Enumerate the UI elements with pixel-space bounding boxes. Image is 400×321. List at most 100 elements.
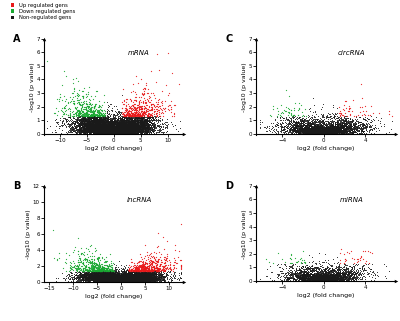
Point	[122, 276, 129, 282]
Point	[76, 118, 83, 123]
Point	[134, 271, 140, 276]
Point	[126, 277, 132, 282]
Point	[86, 118, 92, 124]
Point	[322, 130, 328, 135]
Point	[151, 128, 157, 133]
Point	[86, 117, 92, 122]
Point	[85, 125, 92, 130]
Point	[102, 121, 108, 126]
Point	[94, 122, 100, 127]
Point	[114, 276, 120, 282]
Point	[105, 121, 111, 126]
Point	[322, 278, 328, 283]
Point	[161, 279, 167, 284]
Point	[119, 276, 126, 282]
Point	[112, 278, 119, 283]
Point	[312, 264, 319, 269]
Point	[128, 278, 135, 283]
Point	[125, 278, 131, 283]
Point	[79, 125, 86, 130]
Point	[293, 122, 299, 127]
Point	[130, 275, 137, 280]
Point	[118, 130, 124, 135]
Point	[121, 130, 128, 135]
Point	[86, 128, 92, 133]
Point	[128, 116, 134, 121]
Point	[101, 128, 108, 134]
Point	[340, 128, 346, 134]
Point	[112, 278, 119, 283]
Point	[92, 124, 98, 129]
Point	[121, 129, 127, 134]
Point	[316, 123, 322, 128]
Point	[334, 130, 341, 135]
Point	[148, 119, 154, 124]
Point	[322, 130, 328, 135]
Point	[95, 126, 102, 131]
Point	[81, 274, 88, 279]
Point	[308, 268, 315, 273]
Point	[83, 275, 90, 281]
Point	[127, 278, 133, 283]
Point	[112, 277, 118, 282]
Point	[304, 126, 310, 131]
Point	[152, 275, 159, 281]
Point	[113, 120, 120, 125]
Point	[129, 276, 136, 281]
Point	[106, 272, 112, 277]
Point	[114, 129, 120, 134]
Point	[114, 128, 120, 133]
Point	[119, 126, 126, 132]
Point	[73, 117, 79, 123]
Point	[104, 273, 111, 278]
Point	[99, 125, 106, 130]
Point	[341, 260, 347, 265]
Point	[116, 130, 123, 135]
Point	[91, 117, 98, 122]
Point	[115, 275, 122, 281]
Point	[121, 124, 128, 129]
Point	[334, 121, 340, 126]
Point	[109, 131, 115, 136]
Point	[117, 277, 124, 282]
Point	[117, 277, 123, 282]
Point	[92, 126, 98, 131]
Point	[354, 123, 361, 128]
Point	[312, 266, 318, 271]
Point	[112, 273, 118, 278]
Point	[131, 276, 137, 281]
Point	[123, 118, 130, 124]
Point	[112, 277, 119, 282]
Point	[108, 277, 115, 282]
Point	[133, 114, 139, 119]
Point	[295, 268, 302, 273]
Point	[117, 129, 124, 134]
Point	[324, 276, 331, 281]
Point	[317, 129, 324, 134]
Point	[108, 277, 115, 282]
Point	[107, 129, 114, 134]
Point	[348, 125, 354, 130]
Point	[121, 129, 127, 134]
Point	[161, 256, 167, 261]
Point	[120, 278, 126, 283]
Point	[72, 244, 78, 249]
Point	[322, 276, 328, 281]
Point	[127, 274, 134, 280]
Point	[110, 278, 117, 283]
Point	[93, 124, 99, 129]
Point	[143, 271, 149, 276]
Point	[132, 274, 138, 280]
Point	[123, 278, 129, 283]
Point	[103, 129, 110, 134]
Point	[125, 122, 131, 127]
Point	[58, 83, 65, 88]
Point	[116, 275, 122, 281]
Point	[332, 126, 338, 131]
Point	[324, 128, 330, 134]
Point	[98, 271, 104, 276]
Point	[107, 129, 113, 134]
Point	[117, 117, 124, 123]
Point	[103, 273, 110, 278]
Point	[119, 279, 125, 284]
